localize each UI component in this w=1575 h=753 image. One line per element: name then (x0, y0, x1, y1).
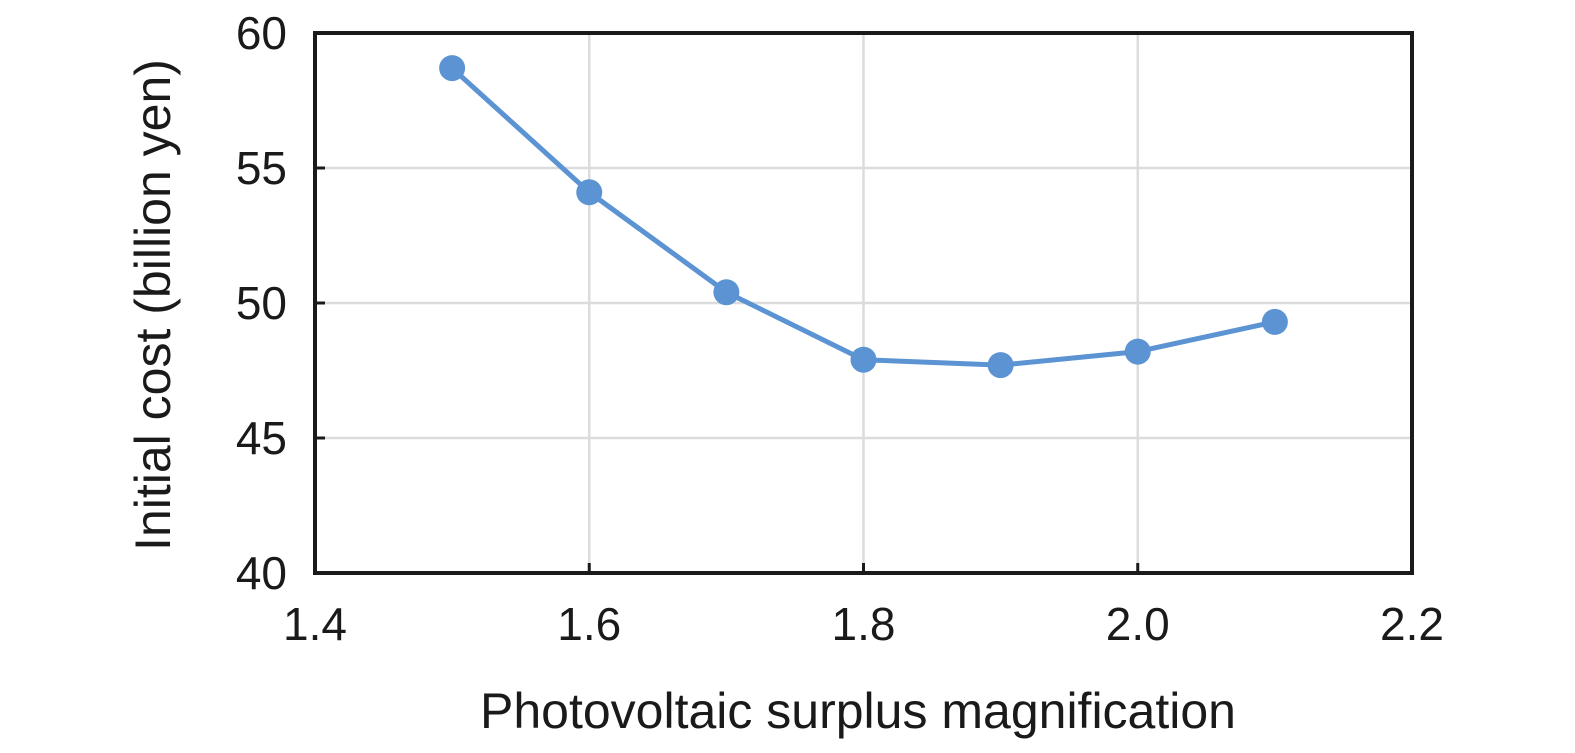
x-tick-label: 1.8 (832, 598, 896, 650)
y-tick-label: 55 (236, 142, 287, 194)
data-point (576, 179, 603, 206)
data-point (1124, 338, 1151, 365)
y-axis-title: Initial cost (billion yen) (125, 59, 181, 551)
series-layer (439, 55, 1288, 379)
data-point (1261, 308, 1288, 335)
y-tick-label: 40 (236, 547, 287, 599)
y-axis-ticks: 40 45 50 55 60 (236, 7, 325, 599)
x-axis-title: Photovoltaic surplus magnification (480, 683, 1236, 739)
data-point (713, 279, 740, 306)
data-point (439, 55, 466, 82)
data-point (987, 352, 1014, 379)
data-point (850, 346, 877, 373)
x-tick-label: 2.0 (1106, 598, 1170, 650)
x-axis-ticks: 1.4 1.6 1.8 2.0 2.2 (283, 563, 1444, 650)
y-tick-label: 45 (236, 412, 287, 464)
y-tick-label: 50 (236, 277, 287, 329)
x-tick-label: 2.2 (1380, 598, 1444, 650)
grid-lines (313, 31, 1414, 575)
x-tick-label: 1.6 (557, 598, 621, 650)
y-tick-label: 60 (236, 7, 287, 59)
x-tick-label: 1.4 (283, 598, 347, 650)
